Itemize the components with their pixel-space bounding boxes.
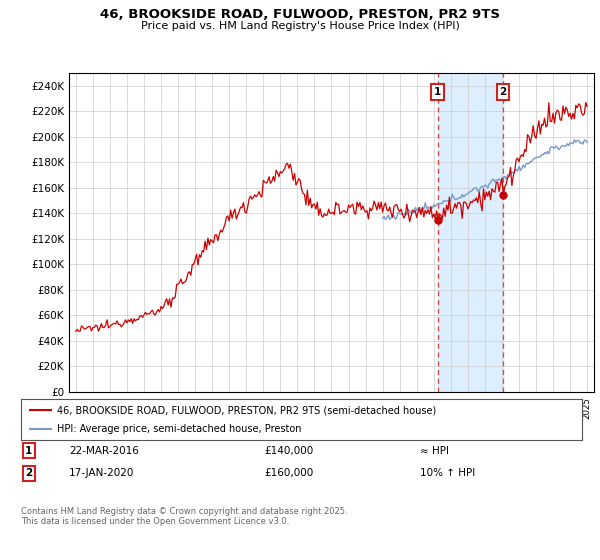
Text: ≈ HPI: ≈ HPI	[420, 446, 449, 456]
Text: 22-MAR-2016: 22-MAR-2016	[69, 446, 139, 456]
Text: Contains HM Land Registry data © Crown copyright and database right 2025.
This d: Contains HM Land Registry data © Crown c…	[21, 507, 347, 526]
Text: £160,000: £160,000	[264, 468, 313, 478]
Text: HPI: Average price, semi-detached house, Preston: HPI: Average price, semi-detached house,…	[58, 424, 302, 433]
Text: 1: 1	[25, 446, 32, 456]
Text: 46, BROOKSIDE ROAD, FULWOOD, PRESTON, PR2 9TS: 46, BROOKSIDE ROAD, FULWOOD, PRESTON, PR…	[100, 8, 500, 21]
Text: Price paid vs. HM Land Registry's House Price Index (HPI): Price paid vs. HM Land Registry's House …	[140, 21, 460, 31]
Text: 46, BROOKSIDE ROAD, FULWOOD, PRESTON, PR2 9TS (semi-detached house): 46, BROOKSIDE ROAD, FULWOOD, PRESTON, PR…	[58, 405, 437, 415]
Text: 2: 2	[499, 87, 506, 97]
Bar	[437, 73, 503, 392]
Text: 2: 2	[25, 468, 32, 478]
Text: 10% ↑ HPI: 10% ↑ HPI	[420, 468, 475, 478]
Text: 1: 1	[434, 87, 441, 97]
Text: 17-JAN-2020: 17-JAN-2020	[69, 468, 134, 478]
Text: £140,000: £140,000	[264, 446, 313, 456]
